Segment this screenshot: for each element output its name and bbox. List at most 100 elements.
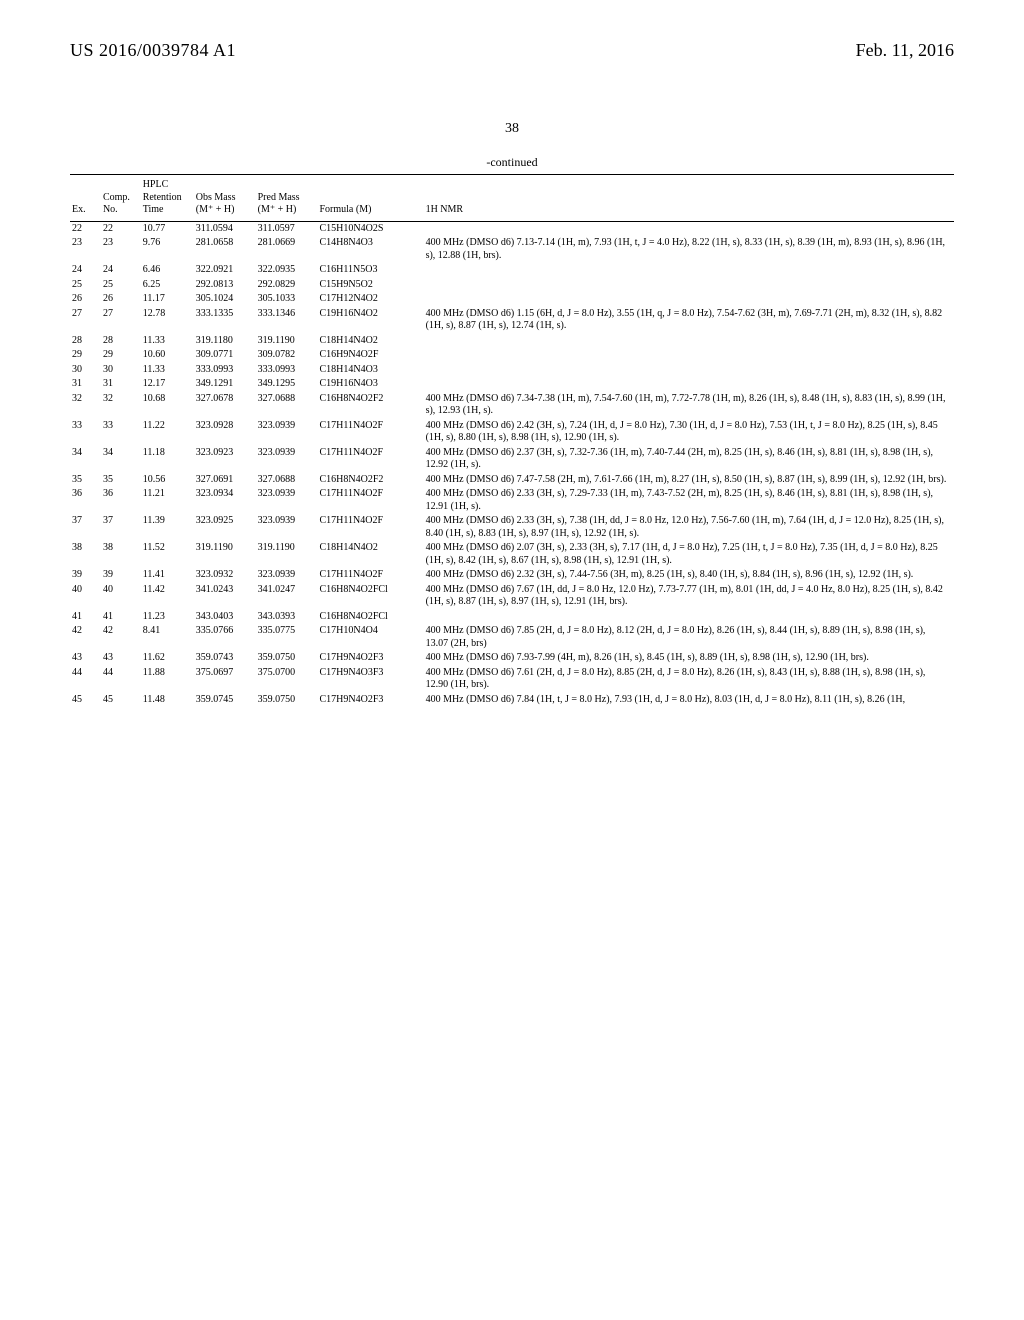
cell-hplc: 10.60 xyxy=(141,348,194,363)
cell-pred: 323.0939 xyxy=(256,419,318,446)
cell-ex: 29 xyxy=(70,348,101,363)
cell-ex: 43 xyxy=(70,651,101,666)
cell-pred: 281.0669 xyxy=(256,236,318,263)
cell-obs: 319.1180 xyxy=(194,334,256,349)
cell-nmr xyxy=(424,348,954,363)
cell-nmr xyxy=(424,363,954,378)
table-row: 313112.17349.1291349.1295C19H16N4O3 xyxy=(70,377,954,392)
cell-ex: 40 xyxy=(70,583,101,610)
cell-hplc: 11.33 xyxy=(141,334,194,349)
cell-nmr: 400 MHz (DMSO d6) 7.61 (2H, d, J = 8.0 H… xyxy=(424,666,954,693)
cell-nmr: 400 MHz (DMSO d6) 2.07 (3H, s), 2.33 (3H… xyxy=(424,541,954,568)
cell-pred: 335.0775 xyxy=(256,624,318,651)
cell-pred: 292.0829 xyxy=(256,278,318,293)
cell-obs: 292.0813 xyxy=(194,278,256,293)
cell-hplc: 11.42 xyxy=(141,583,194,610)
cell-hplc: 11.18 xyxy=(141,446,194,473)
cell-ex: 34 xyxy=(70,446,101,473)
cell-ex: 39 xyxy=(70,568,101,583)
cell-formula: C17H9N4O2F3 xyxy=(317,651,423,666)
table-row: 222210.77311.0594311.0597C15H10N4O2S xyxy=(70,221,954,236)
cell-formula: C17H11N4O2F xyxy=(317,487,423,514)
cell-hplc: 9.76 xyxy=(141,236,194,263)
cell-comp: 38 xyxy=(101,541,141,568)
col-formula-header: Formula (M) xyxy=(317,175,423,222)
cell-obs: 323.0932 xyxy=(194,568,256,583)
cell-formula: C17H11N4O2F xyxy=(317,419,423,446)
cell-pred: 323.0939 xyxy=(256,487,318,514)
cell-pred: 319.1190 xyxy=(256,334,318,349)
cell-comp: 37 xyxy=(101,514,141,541)
cell-obs: 333.0993 xyxy=(194,363,256,378)
cell-ex: 44 xyxy=(70,666,101,693)
cell-nmr: 400 MHz (DMSO d6) 2.37 (3H, s), 7.32-7.3… xyxy=(424,446,954,473)
cell-nmr: 400 MHz (DMSO d6) 7.93-7.99 (4H, m), 8.2… xyxy=(424,651,954,666)
cell-comp: 32 xyxy=(101,392,141,419)
cell-nmr: 400 MHz (DMSO d6) 2.33 (3H, s), 7.38 (1H… xyxy=(424,514,954,541)
cell-ex: 35 xyxy=(70,473,101,488)
cell-comp: 25 xyxy=(101,278,141,293)
cell-obs: 311.0594 xyxy=(194,221,256,236)
cell-ex: 30 xyxy=(70,363,101,378)
publication-number: US 2016/0039784 A1 xyxy=(70,40,236,61)
cell-hplc: 11.23 xyxy=(141,610,194,625)
cell-pred: 359.0750 xyxy=(256,651,318,666)
col-nmr-header: 1H NMR xyxy=(424,175,954,222)
cell-ex: 25 xyxy=(70,278,101,293)
cell-ex: 38 xyxy=(70,541,101,568)
table-head: Ex. Comp. No. HPLC Retention Time Obs Ma… xyxy=(70,175,954,222)
cell-hplc: 11.48 xyxy=(141,693,194,708)
cell-obs: 333.1335 xyxy=(194,307,256,334)
table-row: 323210.68327.0678327.0688C16H8N4O2F2400 … xyxy=(70,392,954,419)
table-row: 343411.18323.0923323.0939C17H11N4O2F400 … xyxy=(70,446,954,473)
cell-comp: 29 xyxy=(101,348,141,363)
cell-obs: 327.0678 xyxy=(194,392,256,419)
cell-comp: 26 xyxy=(101,292,141,307)
cell-comp: 45 xyxy=(101,693,141,708)
table-row: 23239.76281.0658281.0669C14H8N4O3400 MHz… xyxy=(70,236,954,263)
cell-hplc: 11.21 xyxy=(141,487,194,514)
cell-nmr xyxy=(424,610,954,625)
cell-obs: 319.1190 xyxy=(194,541,256,568)
cell-comp: 33 xyxy=(101,419,141,446)
cell-obs: 375.0697 xyxy=(194,666,256,693)
cell-hplc: 11.88 xyxy=(141,666,194,693)
table-row: 363611.21323.0934323.0939C17H11N4O2F400 … xyxy=(70,487,954,514)
cell-hplc: 12.78 xyxy=(141,307,194,334)
cell-obs: 322.0921 xyxy=(194,263,256,278)
cell-nmr xyxy=(424,278,954,293)
cell-hplc: 6.25 xyxy=(141,278,194,293)
cell-hplc: 10.68 xyxy=(141,392,194,419)
cell-ex: 28 xyxy=(70,334,101,349)
cell-pred: 323.0939 xyxy=(256,446,318,473)
cell-hplc: 11.41 xyxy=(141,568,194,583)
header-row: Ex. Comp. No. HPLC Retention Time Obs Ma… xyxy=(70,175,954,222)
cell-obs: 323.0925 xyxy=(194,514,256,541)
cell-nmr: 400 MHz (DMSO d6) 7.84 (1H, t, J = 8.0 H… xyxy=(424,693,954,708)
cell-nmr: 400 MHz (DMSO d6) 2.32 (3H, s), 7.44-7.5… xyxy=(424,568,954,583)
cell-pred: 309.0782 xyxy=(256,348,318,363)
cell-formula: C15H9N5O2 xyxy=(317,278,423,293)
cell-comp: 27 xyxy=(101,307,141,334)
col-pred-header: Pred Mass (M⁺ + H) xyxy=(256,175,318,222)
cell-comp: 28 xyxy=(101,334,141,349)
cell-pred: 375.0700 xyxy=(256,666,318,693)
table-row: 24246.46322.0921322.0935C16H11N5O3 xyxy=(70,263,954,278)
cell-hplc: 11.52 xyxy=(141,541,194,568)
cell-comp: 41 xyxy=(101,610,141,625)
cell-pred: 323.0939 xyxy=(256,568,318,583)
cell-formula: C18H14N4O3 xyxy=(317,363,423,378)
table-row: 414111.23343.0403343.0393C16H8N4O2FCl xyxy=(70,610,954,625)
cell-ex: 24 xyxy=(70,263,101,278)
cell-hplc: 11.22 xyxy=(141,419,194,446)
cell-formula: C17H12N4O2 xyxy=(317,292,423,307)
cell-nmr xyxy=(424,292,954,307)
cell-nmr: 400 MHz (DMSO d6) 2.33 (3H, s), 7.29-7.3… xyxy=(424,487,954,514)
cell-ex: 23 xyxy=(70,236,101,263)
table-row: 393911.41323.0932323.0939C17H11N4O2F400 … xyxy=(70,568,954,583)
table-row: 454511.48359.0745359.0750C17H9N4O2F3400 … xyxy=(70,693,954,708)
cell-hplc: 12.17 xyxy=(141,377,194,392)
cell-ex: 27 xyxy=(70,307,101,334)
cell-pred: 359.0750 xyxy=(256,693,318,708)
table-row: 25256.25292.0813292.0829C15H9N5O2 xyxy=(70,278,954,293)
